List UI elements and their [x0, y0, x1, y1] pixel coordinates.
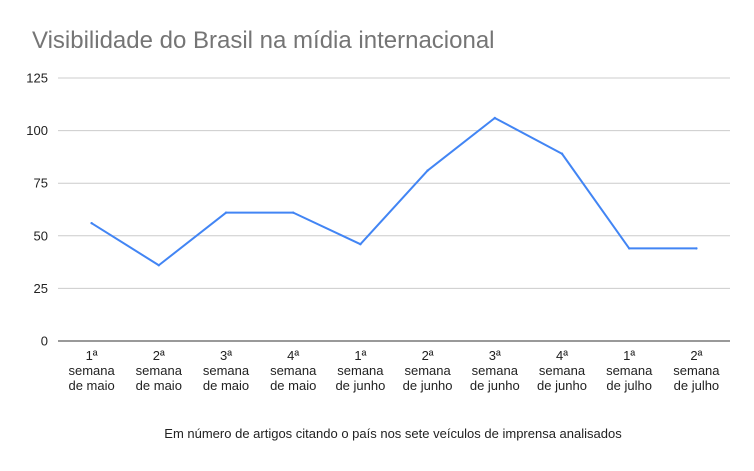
series-layer: [90, 116, 698, 267]
data-point: [426, 169, 429, 172]
data-point: [224, 211, 228, 214]
data-point: [695, 247, 698, 250]
chart-title: Visibilidade do Brasil na mídia internac…: [32, 27, 495, 54]
x-tick-label: 1ª semana de maio: [68, 348, 115, 393]
data-point: [560, 152, 564, 155]
x-axis-ticks: 1ª semana de maio 2ª semana de maio 3ª semana de…: [68, 348, 720, 393]
data-point: [628, 247, 631, 250]
x-tick-label: 1ª semana de junho: [335, 348, 385, 393]
data-point: [157, 264, 160, 267]
y-tick-label: 25: [34, 281, 48, 296]
data-point: [493, 116, 496, 120]
x-tick-label: 1ª semana de julho: [606, 348, 653, 393]
y-tick-label: 125: [26, 71, 48, 86]
gridlines: [58, 77, 730, 342]
x-tick-label: 4ª semana de maio: [270, 348, 317, 393]
series-line: [90, 116, 698, 267]
y-tick-label: 50: [34, 228, 48, 243]
x-tick-label: 4ª semana de junho: [537, 348, 587, 393]
data-point: [359, 243, 362, 246]
y-tick-label: 0: [41, 334, 48, 349]
data-point: [292, 211, 295, 214]
data-point: [90, 221, 93, 225]
y-tick-label: 75: [34, 176, 48, 191]
y-axis-ticks: 0 25 50 75 100 125: [26, 71, 48, 349]
x-tick-label: 2ª semana de junho: [403, 348, 453, 393]
x-tick-label: 3ª semana de maio: [203, 348, 250, 393]
y-tick-label: 100: [26, 123, 48, 138]
x-tick-label: 3ª semana de junho: [470, 348, 520, 393]
x-tick-label: 2ª semana de julho: [673, 348, 720, 393]
x-axis-label: Em número de artigos citando o país nos …: [164, 426, 622, 441]
x-tick-label: 2ª semana de maio: [136, 348, 183, 393]
